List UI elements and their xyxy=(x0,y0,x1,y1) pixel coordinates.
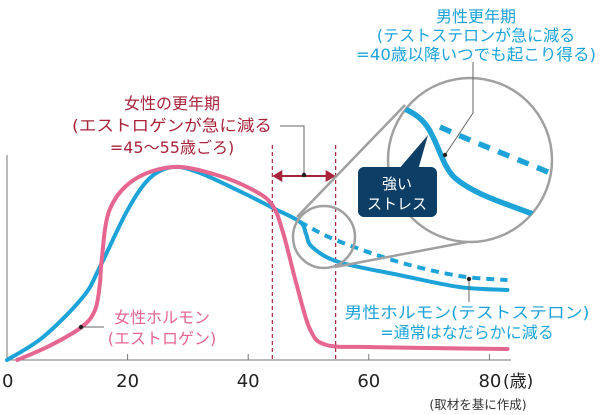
female-label-dot xyxy=(78,324,84,330)
arrow-head-right xyxy=(325,170,336,182)
male-label-dot xyxy=(466,276,472,282)
stress-badge-line1: 強い xyxy=(382,175,412,193)
x-unit-label: (歳) xyxy=(503,372,533,392)
magnifier-small-circle xyxy=(291,204,357,270)
female-hormone-label: 女性ホルモン (エストロゲン) xyxy=(108,308,217,348)
male-hormone-line xyxy=(5,164,510,362)
x-tick-label: 20 xyxy=(116,371,139,392)
x-tick-label: 0 xyxy=(2,371,13,392)
female-menopause-line2: (エストロゲンが急に減る xyxy=(72,116,272,135)
male-hormone-stress-free-dashed-line xyxy=(299,220,508,282)
male-label-line1: 男性ホルモン(テストステロン) xyxy=(345,303,590,322)
stress-badge: 強い ストレス xyxy=(358,135,437,217)
female-menopause-line3: =45〜55歳ごろ) xyxy=(110,138,234,157)
magnifier-upper-line xyxy=(296,104,406,218)
female-leader-dot xyxy=(301,172,307,178)
x-tick-label: 80 xyxy=(478,371,501,392)
magnified-solid-line xyxy=(392,102,538,218)
female-menopause-annotation: 女性の更年期 (エストロゲンが急に減る =45〜55歳ごろ) xyxy=(72,94,272,157)
male-menopause-leader xyxy=(444,62,474,156)
source-note: (取材を基に作成) xyxy=(429,397,526,412)
male-menopause-line2: (テストステロンが急に減る xyxy=(377,26,575,45)
magnified-dashed-line xyxy=(438,124,552,178)
leader-dot xyxy=(442,152,448,158)
female-menopause-leader xyxy=(280,125,305,174)
female-hormone-line xyxy=(15,164,510,362)
female-label-line2: (エストロゲン) xyxy=(108,329,217,348)
male-menopause-annotation: 男性更年期 (テストステロンが急に減る =40歳以降いつでも起こり得る) xyxy=(356,7,596,64)
arrow-head-left xyxy=(272,170,283,182)
male-hormone-label: 男性ホルモン(テストステロン) =通常はなだらかに減る xyxy=(345,303,590,342)
magnifier-lower-line xyxy=(334,240,468,269)
male-label-line2: =通常はなだらかに減る xyxy=(380,323,553,342)
x-tick-label: 40 xyxy=(237,371,260,392)
male-menopause-title: 男性更年期 xyxy=(436,7,516,26)
stress-badge-line2: ストレス xyxy=(367,195,427,213)
magnifier xyxy=(291,62,554,270)
male-menopause-line3: =40歳以降いつでも起こり得る) xyxy=(356,45,596,64)
female-menopause-title: 女性の更年期 xyxy=(124,94,220,113)
x-tick-label: 60 xyxy=(357,371,380,392)
female-label-line1: 女性ホルモン xyxy=(114,308,210,327)
stress-badge-pointer xyxy=(398,135,428,170)
